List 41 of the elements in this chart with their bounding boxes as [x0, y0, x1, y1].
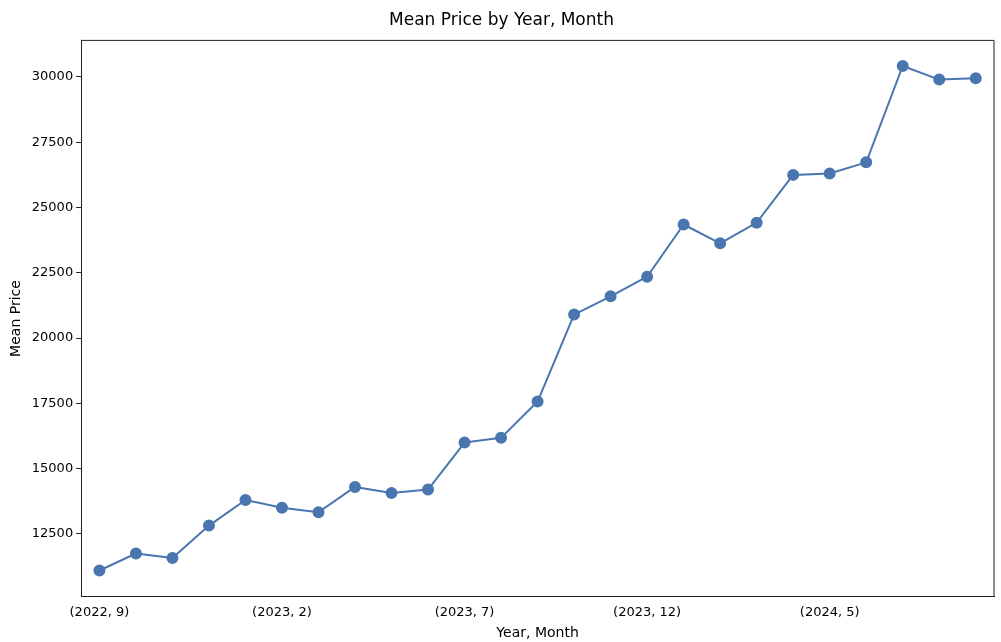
point	[202, 519, 215, 532]
point	[166, 551, 179, 564]
point	[714, 237, 727, 250]
x-tick-label: (2023, 7)	[434, 603, 495, 619]
point	[823, 167, 836, 180]
chart-title: Mean Price by Year, Month	[389, 8, 614, 29]
y-tick-label: 17500	[31, 394, 74, 410]
point	[933, 73, 946, 86]
point	[750, 216, 763, 229]
y-tick-label: 22500	[31, 264, 74, 280]
point	[677, 218, 690, 231]
point	[422, 483, 435, 496]
x-axis-title: Year, Month	[495, 624, 579, 641]
y-axis-title: Mean Price	[7, 280, 24, 357]
point	[312, 506, 325, 519]
point	[458, 436, 471, 449]
point	[385, 486, 398, 499]
point	[787, 168, 800, 181]
point	[129, 547, 142, 560]
y-tick-label: 30000	[31, 68, 74, 84]
point	[969, 72, 982, 85]
point	[349, 480, 362, 493]
point	[239, 493, 252, 506]
point	[896, 59, 909, 72]
point	[93, 564, 106, 577]
point	[860, 156, 873, 169]
y-tick-label: 27500	[31, 133, 74, 149]
point	[604, 290, 617, 303]
y-tick-label: 20000	[31, 329, 74, 345]
point	[568, 308, 581, 321]
y-tick-label: 15000	[31, 460, 74, 476]
point	[641, 270, 654, 283]
y-tick-label: 25000	[31, 198, 74, 214]
point	[495, 431, 508, 444]
x-tick-label: (2022, 9)	[69, 603, 130, 619]
point	[275, 501, 288, 514]
point	[531, 395, 544, 408]
x-tick-label: (2024, 5)	[799, 603, 860, 619]
x-tick-label: (2023, 12)	[613, 603, 682, 619]
y-tick-label: 12500	[31, 525, 74, 541]
x-tick-label: (2023, 2)	[252, 603, 312, 619]
